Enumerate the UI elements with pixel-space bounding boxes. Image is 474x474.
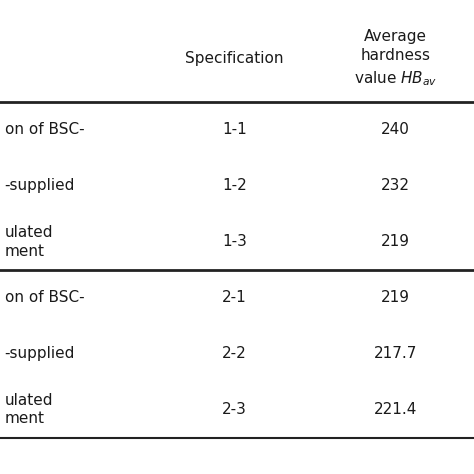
Text: on of BSC-: on of BSC-: [5, 122, 84, 137]
Text: 217.7: 217.7: [374, 346, 418, 361]
Text: 2-1: 2-1: [222, 290, 247, 305]
Text: 1-1: 1-1: [222, 122, 247, 137]
Text: ulated
ment: ulated ment: [5, 393, 53, 426]
Text: on of BSC-: on of BSC-: [5, 290, 84, 305]
Text: 232: 232: [381, 178, 410, 193]
Text: ulated
ment: ulated ment: [5, 225, 53, 258]
Text: 240: 240: [382, 122, 410, 137]
Text: 2-3: 2-3: [222, 402, 247, 417]
Text: 221.4: 221.4: [374, 402, 418, 417]
Text: 219: 219: [381, 234, 410, 249]
Text: Specification: Specification: [185, 51, 284, 65]
Text: 1-2: 1-2: [222, 178, 247, 193]
Text: Average
hardness
value $HB_{av}$: Average hardness value $HB_{av}$: [354, 28, 438, 88]
Text: 219: 219: [381, 290, 410, 305]
Text: -supplied: -supplied: [5, 346, 75, 361]
Text: 1-3: 1-3: [222, 234, 247, 249]
Text: 2-2: 2-2: [222, 346, 247, 361]
Text: -supplied: -supplied: [5, 178, 75, 193]
